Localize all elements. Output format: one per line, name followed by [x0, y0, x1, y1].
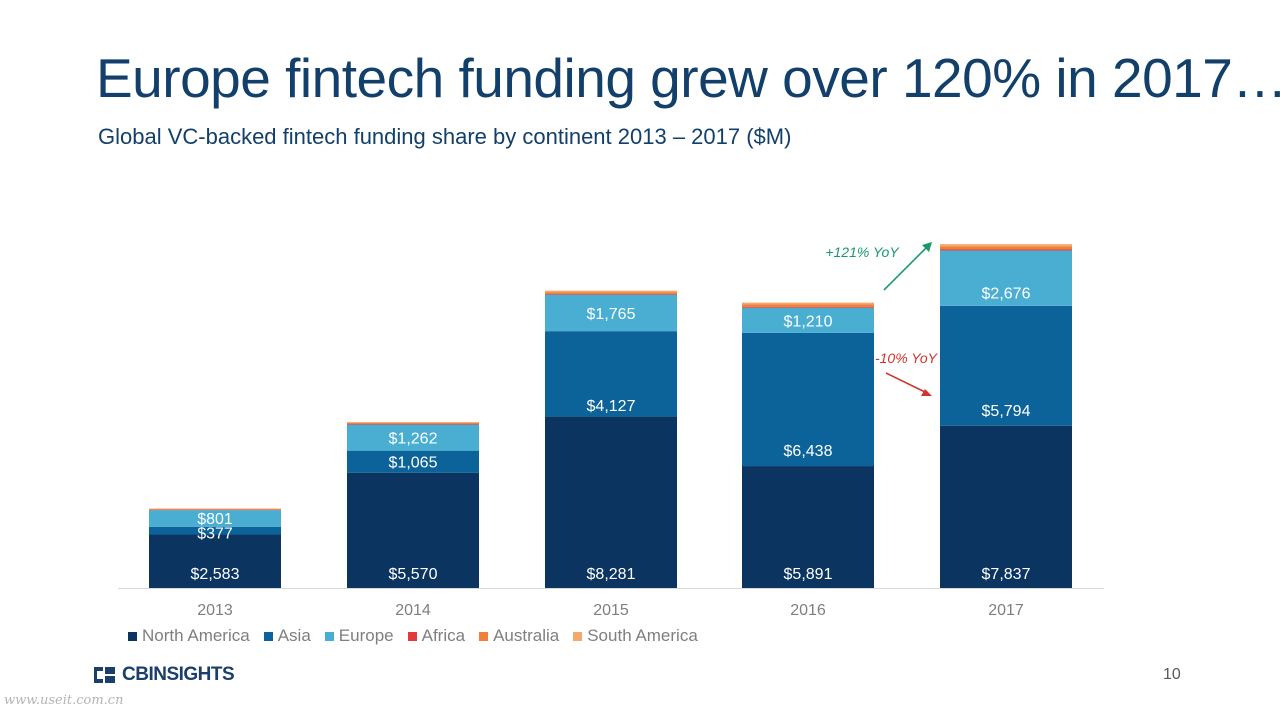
bar-north-america-2015: [545, 416, 677, 588]
x-tick-label-2013: 2013: [197, 602, 233, 619]
annotation-arrow-down: [885, 372, 928, 394]
bar-asia-2017: [940, 305, 1072, 426]
bar-europe-2016: [742, 307, 874, 333]
data-label-north-america-2013: $2,583: [191, 566, 240, 583]
data-label-europe-2016: $1,210: [784, 313, 833, 330]
legend-item-north-america: North America: [128, 626, 250, 646]
bar-north-america-2016: [742, 466, 874, 588]
legend-swatch: [128, 631, 137, 641]
legend-label: Europe: [338, 626, 394, 645]
annotation-arrowhead-up: [922, 242, 932, 252]
legend-item-asia: Asia: [263, 626, 311, 646]
legend-swatch: [263, 631, 273, 641]
data-label-asia-2015: $4,127: [587, 398, 636, 415]
legend-swatch: [479, 631, 489, 641]
legend-swatch: [407, 631, 417, 641]
watermark: www.useit.com.cn: [4, 693, 124, 708]
legend-swatch: [324, 631, 334, 641]
bar-africa-2016: [742, 306, 874, 308]
bar-asia-2016: [742, 332, 874, 467]
legend-label: South America: [587, 626, 698, 645]
legend-label: Africa: [421, 626, 466, 645]
data-label-asia-2014: $1,065: [389, 455, 438, 472]
x-tick-label-2014: 2014: [395, 602, 431, 619]
slide-title: Europe fintech funding grew over 120% in…: [96, 47, 1280, 109]
bar-north-america-2017: [940, 425, 1072, 588]
bar-asia-2015: [545, 331, 677, 417]
x-tick-label-2016: 2016: [790, 602, 826, 619]
bar-asia-2013: [149, 526, 281, 535]
data-label-asia-2017: $5,794: [982, 403, 1031, 420]
data-label-north-america-2014: $5,570: [389, 566, 438, 583]
brand-logo: CBINSIGHTS: [94, 664, 235, 686]
data-label-europe-2013: $801: [197, 511, 233, 528]
annotation-arrow-up: [883, 245, 929, 291]
x-tick-label-2015: 2015: [593, 602, 629, 619]
chart-legend: North America Asia Europe Africa Australia So…: [128, 626, 698, 646]
legend-item-australia: Australia: [479, 626, 559, 646]
annotation-text-down: -10% YoY: [875, 350, 939, 366]
bar-africa-2017: [940, 249, 1072, 251]
bar-europe-2015: [545, 294, 677, 332]
data-label-north-america-2017: $7,837: [982, 566, 1031, 583]
data-label-asia-2016: $6,438: [784, 443, 833, 460]
bar-europe-2017: [940, 250, 1072, 306]
bar-south-america-2015: [545, 290, 677, 293]
legend-item-africa: Africa: [407, 626, 466, 646]
bar-asia-2014: [347, 450, 479, 473]
legend-item-south-america: South America: [573, 626, 698, 646]
bar-africa-2015: [545, 293, 677, 295]
bar-australia-2013: [149, 508, 281, 510]
bar-europe-2013: [149, 510, 281, 527]
legend-item-europe: Europe: [324, 626, 394, 646]
bar-africa-2014: [347, 424, 479, 425]
bar-australia-2016: [742, 304, 874, 307]
bar-north-america-2013: [149, 534, 281, 588]
legend-label: Asia: [277, 626, 311, 645]
brand-text: CBINSIGHTS: [122, 664, 235, 685]
data-label-north-america-2016: $5,891: [784, 566, 833, 583]
bar-north-america-2014: [347, 472, 479, 588]
data-label-asia-2013: $377: [197, 526, 233, 543]
data-label-europe-2017: $2,676: [982, 285, 1031, 302]
bar-south-america-2017: [940, 244, 1072, 247]
slide-subtitle: Global VC-backed fintech funding share b…: [98, 124, 792, 149]
bar-australia-2017: [940, 246, 1072, 250]
page-number: 10: [1163, 666, 1181, 683]
bar-south-america-2014: [347, 421, 479, 423]
legend-label: North America: [142, 626, 250, 645]
legend-swatch: [573, 631, 583, 641]
bar-south-america-2016: [742, 302, 874, 305]
bar-australia-2014: [347, 422, 479, 425]
data-label-europe-2015: $1,765: [587, 306, 636, 323]
annotation-text-up: +121% YoY: [825, 244, 900, 260]
data-label-north-america-2015: $8,281: [587, 566, 636, 583]
bar-australia-2015: [545, 292, 677, 294]
x-tick-label-2017: 2017: [988, 602, 1024, 619]
data-label-europe-2014: $1,262: [389, 431, 438, 448]
legend-label: Australia: [493, 626, 560, 645]
bar-europe-2014: [347, 424, 479, 451]
annotation-arrowhead-down: [921, 389, 932, 396]
cb-logo-icon: [94, 665, 116, 685]
